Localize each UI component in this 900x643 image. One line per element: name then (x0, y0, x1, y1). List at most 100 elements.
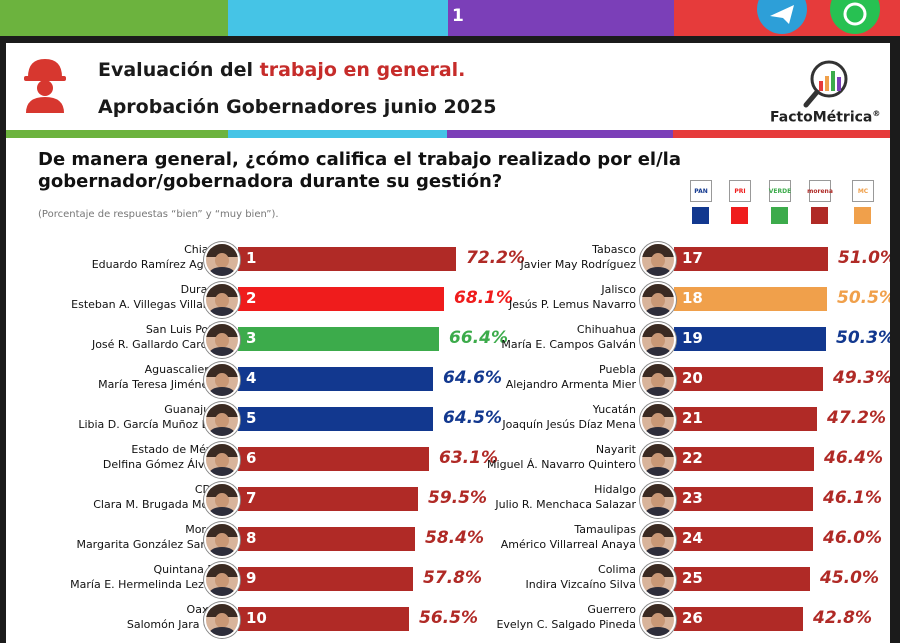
page-number: 1 (452, 6, 464, 26)
approval-bar: 6 (238, 447, 429, 471)
governor-name: Clara M. Brugada Molina (93, 498, 228, 511)
governor-photo (204, 362, 240, 398)
telegram-icon[interactable] (757, 0, 807, 34)
pan-logo-icon: PAN (690, 180, 712, 202)
state-name: Puebla (599, 363, 636, 376)
governor-row: San Luis Potosí José R. Gallardo Cardona 3… (6, 322, 890, 358)
governor-row: Hidalgo Julio R. Menchaca Salazar 23 46.1% (6, 482, 890, 518)
report-card: Evaluación del trabajo en general. Aprob… (6, 43, 890, 643)
approval-percentage: 45.0% (820, 568, 879, 588)
header-title: Evaluación del trabajo en general. (98, 59, 466, 81)
rank-number: 22 (682, 449, 703, 467)
approval-bar: 1 (238, 247, 456, 271)
pri-logo-icon: PRI (729, 180, 751, 202)
approval-bar: 2 (238, 287, 444, 311)
approval-percentage: 46.0% (823, 528, 882, 548)
approval-bar: 17 (674, 247, 828, 271)
governor-row: Guanajuato Libia D. García Muñoz Ledo 5 64.… (6, 402, 890, 438)
rank-number: 18 (682, 289, 703, 307)
governor-photo (204, 282, 240, 318)
row-labels: Tamaulipas Américo Villarreal Anaya (6, 522, 636, 556)
row-labels: Nayarit Miguel Á. Navarro Quintero (6, 442, 636, 476)
approval-percentage: 64.6% (443, 368, 502, 388)
approval-bar: 18 (674, 287, 827, 311)
governor-name: Salomón Jara Cruz (126, 618, 228, 631)
approval-bar: 3 (238, 327, 439, 351)
governor-name: María Teresa Jiménez E. (98, 378, 228, 391)
approval-bar: 25 (674, 567, 810, 591)
governor-photo (640, 602, 676, 638)
governor-name: Joaquín Jesús Díaz Mena (502, 418, 636, 431)
approval-bar: 19 (674, 327, 826, 351)
rank-number: 1 (246, 249, 257, 267)
rank-number: 5 (246, 409, 257, 427)
governor-name: Delfina Gómez Álvarez (102, 458, 228, 471)
approval-percentage: 50.5% (837, 288, 890, 308)
governor-photo (204, 442, 240, 478)
governor-photo (204, 562, 240, 598)
approval-percentage: 58.4% (425, 528, 484, 548)
response-note: (Porcentaje de respuestas “bien” y “muy … (38, 209, 279, 220)
approval-percentage: 47.2% (827, 408, 886, 428)
governor-name: Eduardo Ramírez Aguilar (91, 258, 228, 271)
row-labels: Hidalgo Julio R. Menchaca Salazar (6, 482, 636, 516)
approval-percentage: 57.8% (423, 568, 482, 588)
governor-row: Aguascalientes María Teresa Jiménez E. 4 64… (6, 362, 890, 398)
row-labels: Colima Indira Vizcaíno Silva (6, 562, 636, 596)
governor-name: María E. Campos Galván (501, 338, 636, 351)
governor-photo (640, 482, 676, 518)
worker-helmet-icon (24, 59, 66, 113)
governor-name: Esteban A. Villegas Villarreal (71, 298, 228, 311)
approval-percentage: 51.0% (838, 248, 890, 268)
legend-swatch-pan (692, 207, 709, 224)
morena-logo-icon: morena (807, 180, 833, 202)
state-name: Tamaulipas (574, 523, 636, 536)
rank-number: 20 (682, 369, 703, 387)
rank-number: 23 (682, 489, 703, 507)
approval-percentage: 50.3% (836, 328, 890, 348)
governor-row: Estado de México Delfina Gómez Álvarez 6 63… (6, 442, 890, 478)
legend-swatch-verde (771, 207, 788, 224)
rank-number: 25 (682, 569, 703, 587)
state-name: Nayarit (595, 443, 636, 456)
approval-bar: 21 (674, 407, 817, 431)
approval-percentage: 46.1% (823, 488, 882, 508)
approval-bar: 9 (238, 567, 413, 591)
header-subtitle: Aprobación Gobernadores junio 2025 (98, 96, 497, 118)
approval-bar: 5 (238, 407, 433, 431)
rank-number: 8 (246, 529, 257, 547)
governor-row: Durango Esteban A. Villegas Villarreal 2 68… (6, 282, 890, 318)
governor-name: Miguel Á. Navarro Quintero (487, 458, 636, 471)
row-labels: Chihuahua María E. Campos Galván (6, 322, 636, 356)
approval-bar: 23 (674, 487, 813, 511)
governor-name: Margarita González Saravia (76, 538, 228, 551)
governor-row: Jalisco Jesús P. Lemus Navarro 18 50.5% (6, 282, 890, 318)
approval-bar: 26 (674, 607, 803, 631)
governor-row: Guerrero Evelyn C. Salgado Pineda 26 42.8% (6, 602, 890, 638)
brand-name: FactoMétrica® (770, 109, 881, 126)
state-name: Chihuahua (576, 323, 636, 336)
governor-name: Libia D. García Muñoz Ledo (78, 418, 228, 431)
row-labels: Estado de México Delfina Gómez Álvarez (6, 442, 228, 476)
state-name: Hidalgo (594, 483, 636, 496)
approval-bar: 22 (674, 447, 814, 471)
governor-photo (640, 362, 676, 398)
approval-percentage: 68.1% (454, 288, 513, 308)
whatsapp-icon[interactable] (830, 0, 880, 34)
governor-name: Julio R. Menchaca Salazar (495, 498, 636, 511)
rank-number: 19 (682, 329, 703, 347)
approval-bar: 10 (238, 607, 409, 631)
rank-number: 3 (246, 329, 257, 347)
governor-row: Puebla Alejandro Armenta Mier 20 49.3% (6, 362, 890, 398)
legend-swatch-morena (811, 207, 828, 224)
governor-row: Colima Indira Vizcaíno Silva 25 45.0% (6, 562, 890, 598)
approval-bar: 7 (238, 487, 418, 511)
governor-row: Quintana Roo María E. Hermelinda Lezama 9 5… (6, 562, 890, 598)
approval-percentage: 49.3% (833, 368, 890, 388)
state-name: Colima (598, 563, 636, 576)
rank-number: 4 (246, 369, 257, 387)
governor-row: Chihuahua María E. Campos Galván 19 50.3% (6, 322, 890, 358)
governor-photo (204, 242, 240, 278)
rank-number: 2 (246, 289, 257, 307)
